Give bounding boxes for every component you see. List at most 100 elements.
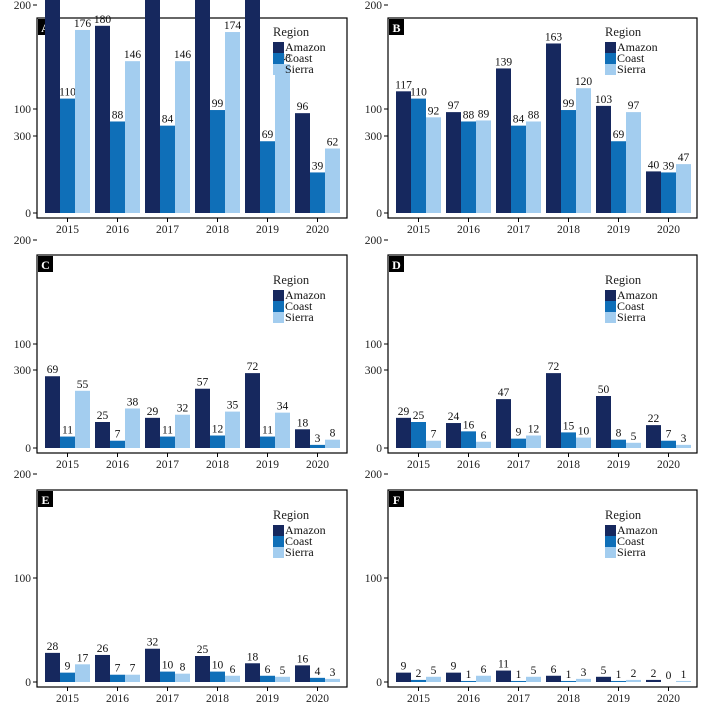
bar-sierra bbox=[325, 148, 340, 213]
bar-amazon bbox=[596, 105, 611, 213]
y-tick-label: 0 bbox=[25, 677, 31, 689]
bar-coast bbox=[411, 98, 426, 213]
bar-amazon bbox=[496, 670, 511, 682]
bar-value-label: 17 bbox=[77, 652, 89, 664]
bar-amazon bbox=[95, 422, 110, 448]
legend-swatch-amazon bbox=[605, 290, 616, 301]
bar-value-label: 69 bbox=[47, 364, 59, 376]
bar-value-label: 29 bbox=[147, 406, 159, 418]
bar-value-label: 97 bbox=[448, 100, 460, 112]
panel-a: A010020030025111017620151808814620162588… bbox=[14, 0, 348, 236]
bar-coast bbox=[60, 436, 75, 448]
x-tick-label: 2015 bbox=[56, 459, 79, 471]
x-tick-label: 2019 bbox=[607, 459, 630, 471]
bar-amazon bbox=[596, 676, 611, 682]
y-tick-label: 100 bbox=[14, 573, 32, 585]
x-tick-label: 2016 bbox=[106, 693, 129, 705]
bar-value-label: 1 bbox=[516, 669, 522, 681]
bar-value-label: 9 bbox=[401, 661, 407, 673]
bar-sierra bbox=[75, 29, 90, 214]
bar-coast bbox=[611, 439, 626, 448]
panel-b: B010020030011711092201597888920161398488… bbox=[365, 0, 698, 236]
bar-value-label: 96 bbox=[297, 101, 309, 113]
bar-value-label: 11 bbox=[498, 659, 509, 671]
panel-label-box bbox=[38, 491, 53, 507]
x-tick-label: 2020 bbox=[306, 459, 329, 471]
bar-sierra bbox=[526, 435, 541, 448]
x-tick-label: 2017 bbox=[507, 693, 530, 705]
legend-swatch-amazon bbox=[605, 42, 616, 53]
bar-value-label: 88 bbox=[463, 109, 475, 121]
legend-swatch-sierra bbox=[605, 64, 616, 75]
x-tick-label: 2019 bbox=[256, 224, 279, 236]
bar-value-label: 25 bbox=[413, 410, 425, 422]
bar-value-label: 9 bbox=[65, 661, 71, 673]
legend-label-amazon: Amazon bbox=[285, 523, 326, 537]
x-tick-label: 2018 bbox=[206, 693, 229, 705]
legend-swatch-amazon bbox=[273, 525, 284, 536]
panel-label: B bbox=[392, 21, 400, 35]
bar-value-label: 12 bbox=[212, 424, 224, 436]
bar-value-label: 2 bbox=[416, 668, 422, 680]
bar-sierra bbox=[426, 440, 441, 448]
legend-title: Region bbox=[273, 273, 310, 287]
bar-amazon bbox=[295, 665, 310, 682]
bar-coast bbox=[160, 671, 175, 682]
panel-label-box bbox=[389, 491, 404, 507]
bar-coast bbox=[461, 680, 476, 682]
bar-coast bbox=[411, 679, 426, 682]
panel-frame bbox=[36, 489, 348, 688]
panel-label-box bbox=[389, 256, 404, 272]
bar-value-label: 26 bbox=[97, 643, 109, 655]
bar-value-label: 39 bbox=[312, 160, 324, 172]
x-tick-label: 2019 bbox=[256, 693, 279, 705]
bar-coast bbox=[210, 110, 225, 213]
bar-value-label: 5 bbox=[631, 431, 637, 443]
legend-title: Region bbox=[605, 273, 642, 287]
x-tick-label: 2017 bbox=[156, 224, 179, 236]
legend-swatch-amazon bbox=[273, 290, 284, 301]
bar-coast bbox=[310, 677, 325, 682]
x-tick-label: 2015 bbox=[407, 459, 430, 471]
legend-label-amazon: Amazon bbox=[285, 40, 326, 54]
x-tick-label: 2018 bbox=[206, 459, 229, 471]
x-tick-label: 2018 bbox=[557, 693, 580, 705]
bar-value-label: 18 bbox=[247, 651, 259, 663]
y-tick-label: 100 bbox=[365, 573, 383, 585]
legend-swatch-coast bbox=[273, 301, 284, 312]
bar-value-label: 11 bbox=[162, 425, 173, 437]
x-tick-label: 2016 bbox=[457, 224, 480, 236]
bar-amazon bbox=[45, 376, 60, 448]
bar-value-label: 25 bbox=[197, 644, 209, 656]
bar-value-label: 110 bbox=[410, 87, 427, 99]
bar-value-label: 24 bbox=[448, 411, 460, 423]
y-tick-label: 200 bbox=[14, 235, 32, 247]
bar-value-label: 11 bbox=[62, 425, 73, 437]
legend-label-sierra: Sierra bbox=[285, 310, 314, 324]
bar-amazon bbox=[245, 663, 260, 682]
y-tick-label: 100 bbox=[14, 104, 32, 116]
bar-sierra bbox=[526, 121, 541, 213]
y-tick-label: 300 bbox=[14, 365, 32, 377]
bar-amazon bbox=[195, 656, 210, 682]
y-tick-label: 200 bbox=[14, 469, 32, 481]
bar-value-label: 50 bbox=[598, 384, 610, 396]
bar-value-label: 25 bbox=[97, 410, 109, 422]
legend-title: Region bbox=[605, 508, 642, 522]
bar-sierra bbox=[275, 64, 290, 213]
panel-frame bbox=[387, 17, 698, 219]
bar-sierra bbox=[576, 437, 591, 448]
legend-swatch-amazon bbox=[273, 42, 284, 53]
bar-value-label: 16 bbox=[297, 653, 309, 665]
bar-sierra bbox=[225, 32, 240, 213]
bar-sierra bbox=[75, 390, 90, 448]
bar-sierra bbox=[225, 675, 240, 682]
legend-label-sierra: Sierra bbox=[617, 62, 646, 76]
bar-value-label: 38 bbox=[127, 396, 139, 408]
bar-value-label: 99 bbox=[212, 98, 224, 110]
bar-coast bbox=[611, 141, 626, 213]
panel-frame bbox=[387, 489, 698, 688]
bar-value-label: 57 bbox=[197, 377, 209, 389]
